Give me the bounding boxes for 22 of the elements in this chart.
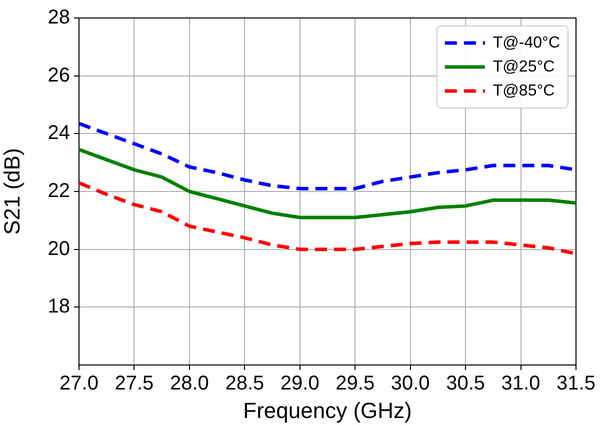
y-tick-label: 24 [48, 122, 70, 144]
x-tick-label: 30.0 [390, 372, 430, 395]
y-tick-label: 28 [48, 6, 70, 29]
x-tick-label: 28.0 [170, 372, 209, 395]
line-series [79, 181, 576, 256]
x-axis-title: Frequency (GHz) [243, 398, 412, 423]
x-tick-label: 29.0 [280, 372, 320, 395]
legend-label: T@25°C [492, 58, 555, 76]
y-axis-title: S21 (dB) [0, 148, 24, 235]
x-tick-label: 27.0 [60, 372, 98, 395]
x-tick-label: 31.5 [556, 372, 596, 395]
legend-label: T@85°C [492, 82, 555, 100]
y-tick-label: 22 [48, 180, 70, 202]
x-tick-label: 31.0 [501, 372, 540, 395]
y-tick-label: 26 [48, 64, 70, 86]
y-tick-label: 18 [48, 296, 70, 318]
x-tick-label: 28.5 [225, 372, 264, 395]
legend-label: T@-40°C [492, 34, 560, 52]
x-tick-label: 30.5 [446, 372, 486, 395]
y-tick-label: 20 [48, 238, 70, 260]
x-tick-label: 29.5 [336, 372, 375, 395]
x-tick-label: 27.5 [114, 372, 154, 395]
